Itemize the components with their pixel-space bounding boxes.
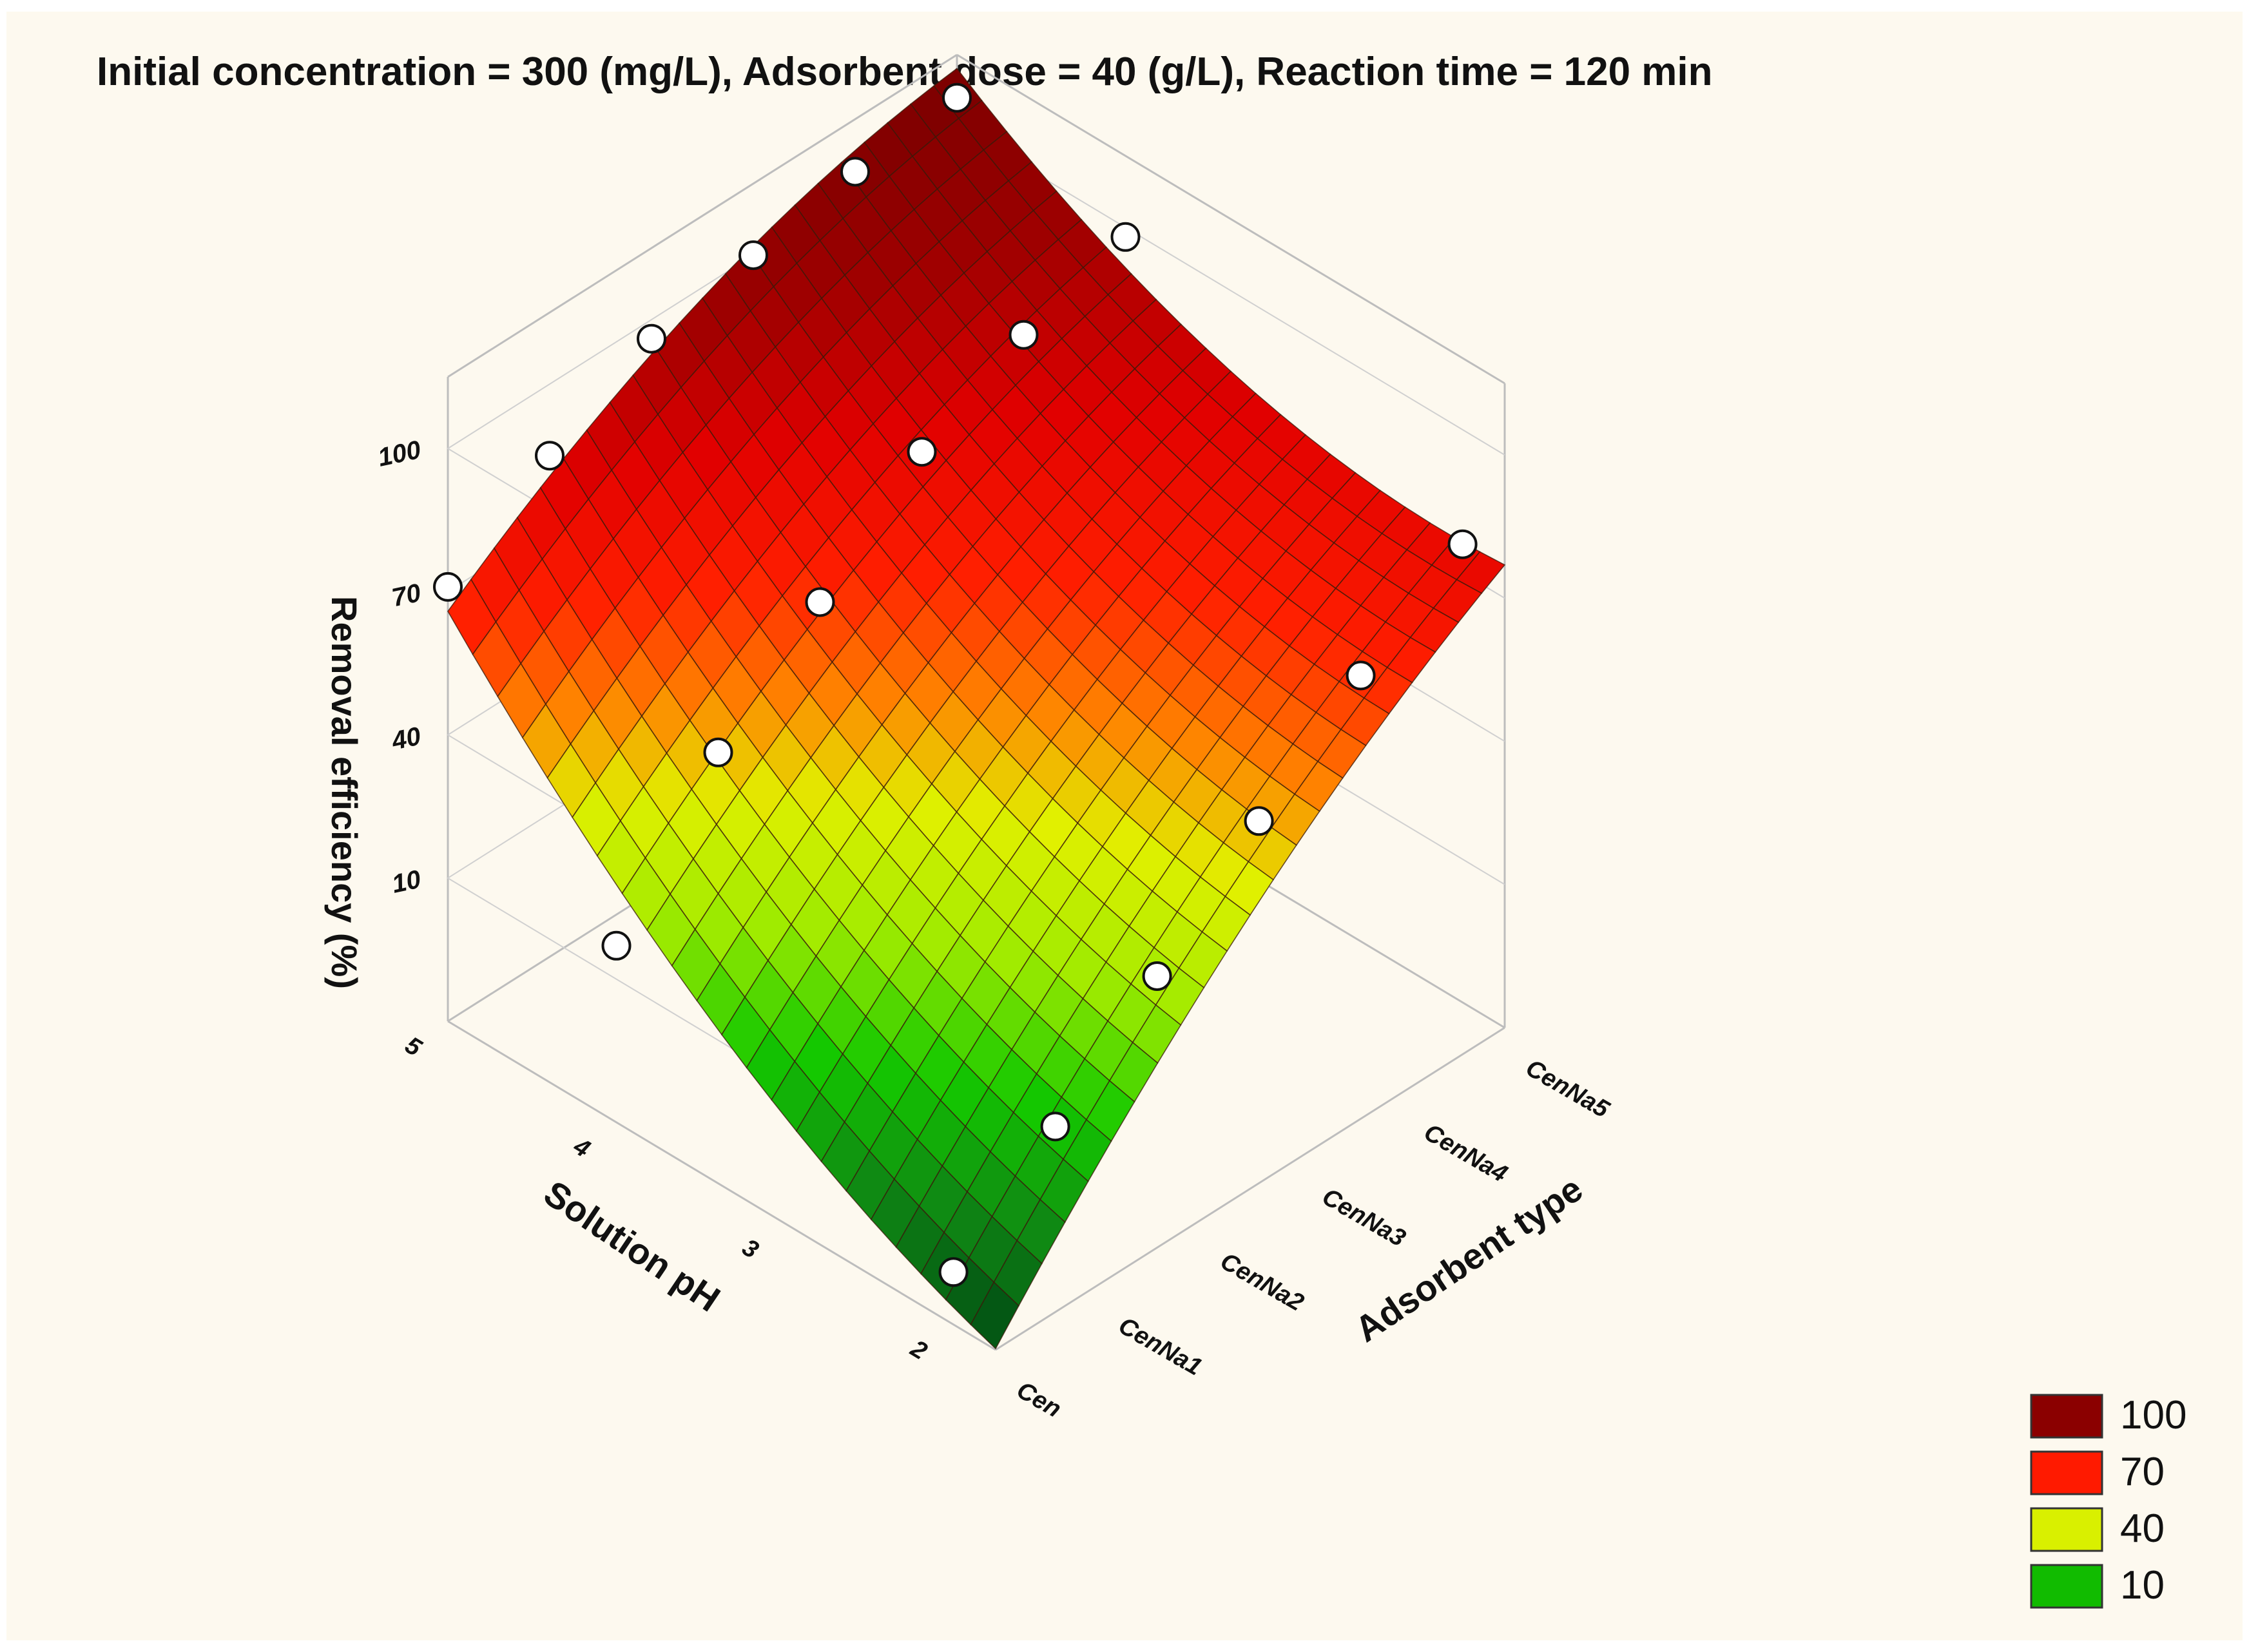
x-tick-label: 3 <box>737 1234 763 1264</box>
legend-label: 10 <box>2120 1563 2165 1608</box>
data-point <box>1447 529 1478 559</box>
data-point <box>938 1257 969 1287</box>
data-point <box>703 737 733 767</box>
z-tick-label: 70 <box>389 579 423 612</box>
data-point <box>433 571 463 602</box>
data-point <box>1142 961 1172 991</box>
x-tick-label: 2 <box>905 1335 932 1365</box>
data-point <box>738 240 768 271</box>
legend-label: 70 <box>2120 1450 2165 1494</box>
y-tick-label: CenNa1 <box>1114 1312 1207 1381</box>
data-point <box>907 437 937 467</box>
data-point <box>1040 1111 1070 1142</box>
z-tick-label: 10 <box>389 865 423 899</box>
x-tick-label: 5 <box>400 1032 426 1062</box>
data-point <box>1110 222 1141 252</box>
box-edge <box>447 53 958 378</box>
data-point <box>1009 320 1039 350</box>
legend-swatch <box>2030 1564 2103 1609</box>
z-axis-label: Removal efficiency (%) <box>324 596 365 989</box>
y-tick-label: CenNa4 <box>1420 1119 1512 1187</box>
y-tick-label: CenNa2 <box>1216 1247 1309 1316</box>
data-point <box>805 587 835 617</box>
chart-title: Initial concentration = 300 (mg/L), Adso… <box>97 50 1713 94</box>
response-surface <box>447 68 1506 1350</box>
data-point <box>535 441 565 471</box>
y-tick-label: Cen <box>1012 1376 1066 1423</box>
box-edge <box>447 1020 996 1351</box>
z-tick-label: 40 <box>389 722 423 755</box>
data-point <box>1346 660 1376 691</box>
data-point <box>840 157 870 187</box>
x-axis-label: Solution pH <box>537 1173 728 1320</box>
legend-swatch <box>2030 1394 2103 1439</box>
box-edge <box>956 53 1505 385</box>
legend-swatch <box>2030 1507 2103 1552</box>
legend-label: 40 <box>2120 1506 2165 1551</box>
legend: 100 70 40 10 <box>2030 1393 2186 1609</box>
legend-swatch <box>2030 1450 2103 1495</box>
data-point <box>942 82 972 113</box>
data-points <box>433 82 1478 1287</box>
legend-label: 100 <box>2120 1393 2186 1437</box>
surface-cell <box>970 1281 1019 1350</box>
data-point <box>637 323 666 354</box>
z-tick-label: 100 <box>375 436 423 472</box>
y-tick-label: CenNa5 <box>1521 1054 1614 1124</box>
y-axis-label: Adsorbent type <box>1347 1168 1590 1350</box>
data-point <box>1244 806 1274 836</box>
data-point <box>601 930 632 961</box>
x-tick-label: 4 <box>568 1133 595 1163</box>
box-edge <box>995 1026 1505 1351</box>
y-tick-label: CenNa3 <box>1318 1183 1411 1252</box>
